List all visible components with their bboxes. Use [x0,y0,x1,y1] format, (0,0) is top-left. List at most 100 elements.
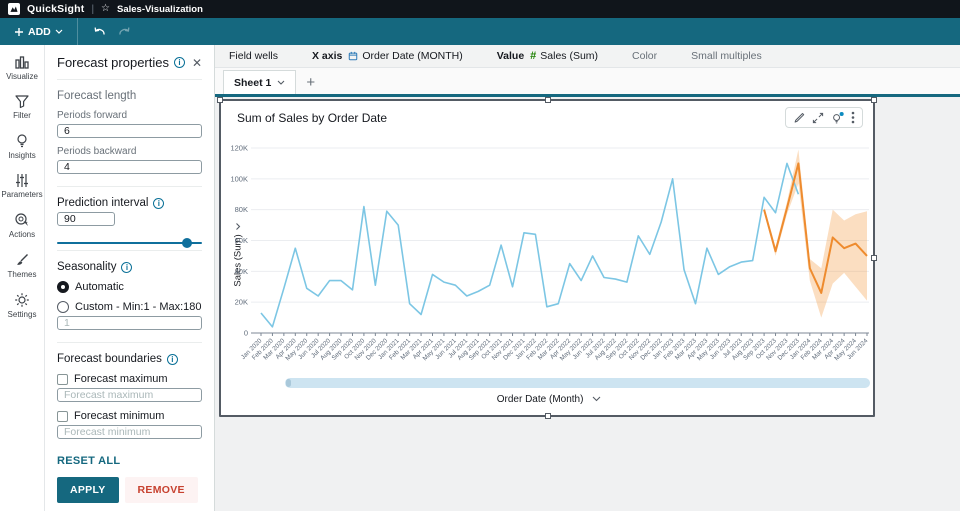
sheet-tab-label: Sheet 1 [234,77,271,89]
panel-divider [57,186,202,187]
quicksight-logo-icon [8,3,20,15]
app-name: QuickSight [27,3,84,15]
resize-handle-bottom-center[interactable] [545,413,551,419]
sheet-tab-bar: Sheet 1 + [215,68,960,97]
seasonality-automatic-radio[interactable]: Automatic [57,281,202,293]
add-button[interactable]: ADD [0,18,77,45]
sidebar-item-settings[interactable]: Settings [0,290,44,321]
svg-text:60K: 60K [235,236,248,245]
prediction-interval-input[interactable] [57,212,115,226]
svg-text:0: 0 [244,329,248,338]
calendar-icon [348,51,358,61]
sidebar-item-insights[interactable]: Insights [0,131,44,162]
boundaries-info-icon[interactable]: i [167,354,178,365]
prediction-interval-slider[interactable] [57,237,202,238]
sidebar-item-themes[interactable]: Themes [0,250,44,281]
chevron-down-icon [55,29,63,34]
tab-sheet-1[interactable]: Sheet 1 [223,70,296,94]
x-axis-field-chip[interactable]: Order Date (MONTH) [348,50,462,62]
prediction-interval-info-icon[interactable]: i [153,198,164,209]
periods-backward-input[interactable] [57,160,202,174]
edit-toolbar: ADD [0,18,960,45]
value-well-label: Value [497,50,524,62]
reset-all-link[interactable]: RESET ALL [57,455,202,467]
redo-icon[interactable] [118,25,132,39]
scrollbar-left-handle[interactable] [286,379,291,387]
date-range-scrollbar[interactable] [285,378,870,388]
info-icon[interactable]: i [174,57,185,68]
x-axis-well-label: X axis [312,50,342,62]
seasonality-custom-radio[interactable]: Custom - Min:1 - Max:180 [57,301,202,313]
x-axis-title[interactable]: Order Date (Month) [221,394,877,405]
analysis-canvas: Field wells X axis Order Date (MONTH) Va… [215,45,960,511]
forecast-maximum-checkbox[interactable]: Forecast maximum [57,373,202,385]
prediction-interval-heading: Prediction interval [57,197,148,209]
resize-handle-right-middle[interactable] [871,255,877,261]
field-wells-label: Field wells [229,50,278,62]
analysis-title: Sales-Visualization [117,4,203,15]
sidebar-item-visualize[interactable]: Visualize [0,53,44,83]
resize-handle-top-left[interactable] [217,97,223,103]
topbar-divider: | [91,4,94,15]
svg-text:20K: 20K [235,298,248,307]
add-sheet-button[interactable]: + [306,75,315,90]
forecast-boundaries-heading: Forecast boundaries [57,353,162,365]
line-chart-visual[interactable]: Sum of Sales by Order Date Sales (Sum) 0… [219,99,875,417]
checkbox-icon [57,374,68,385]
sliders-icon [14,173,30,188]
panel-divider [57,342,202,343]
x-axis-title-label: Order Date (Month) [497,394,584,405]
panel-title: Forecast properties [57,55,169,70]
value-field-name: Sales (Sum) [540,50,598,62]
svg-text:120K: 120K [230,144,248,153]
svg-text:80K: 80K [235,205,248,214]
top-app-bar: QuickSight | ☆ Sales-Visualization [0,0,960,18]
favorite-star-icon[interactable]: ☆ [101,4,110,14]
paintbrush-icon [14,252,30,268]
seasonality-heading: Seasonality [57,261,116,273]
numeric-field-icon: # [530,50,536,62]
remove-button[interactable]: REMOVE [125,477,198,503]
forecast-properties-panel: Forecast properties i ✕ Forecast length … [45,45,215,511]
lightbulb-icon [14,133,30,149]
field-wells-bar[interactable]: Field wells X axis Order Date (MONTH) Va… [215,45,960,68]
seasonality-custom-input[interactable] [57,316,202,330]
sidebar-item-actions[interactable]: Actions [0,210,44,241]
forecast-minimum-input[interactable] [57,425,202,439]
x-axis-field-name: Order Date (MONTH) [362,50,462,62]
plus-icon [14,27,24,37]
apply-button[interactable]: APPLY [57,477,119,503]
checkbox-icon [57,411,68,422]
left-nav-rail: Visualize Filter Insights Parameters Act… [0,45,45,511]
periods-backward-label: Periods backward [57,146,202,157]
svg-text:100K: 100K [230,174,248,183]
value-field-chip[interactable]: # Sales (Sum) [530,50,598,62]
radio-selected-icon [57,281,69,293]
resize-handle-top-center[interactable] [545,97,551,103]
periods-forward-label: Periods forward [57,110,202,121]
color-well-label[interactable]: Color [632,50,657,62]
undo-icon[interactable] [92,25,106,39]
forecast-length-heading: Forecast length [57,90,202,102]
slider-thumb[interactable] [182,238,192,248]
panel-divider [57,250,202,251]
sidebar-item-filter[interactable]: Filter [0,92,44,122]
chevron-down-icon [592,396,601,402]
small-multiples-well-label[interactable]: Small multiples [691,50,762,62]
forecast-minimum-checkbox[interactable]: Forecast minimum [57,410,202,422]
resize-handle-top-right[interactable] [871,97,877,103]
svg-text:40K: 40K [235,267,248,276]
periods-forward-input[interactable] [57,124,202,138]
chevron-down-icon [277,80,285,85]
close-icon[interactable]: ✕ [192,56,202,70]
sales-line-chart[interactable]: 020K40K60K80K100K120KJan 2020Feb 2020Mar… [221,101,873,373]
target-cursor-icon [14,212,30,228]
sidebar-item-parameters[interactable]: Parameters [0,171,44,201]
funnel-icon [14,94,30,109]
slider-track [57,242,202,244]
forecast-maximum-input[interactable] [57,388,202,402]
add-button-label: ADD [28,26,51,38]
radio-unselected-icon [57,301,69,313]
seasonality-info-icon[interactable]: i [121,262,132,273]
bar-chart-icon [14,55,30,70]
